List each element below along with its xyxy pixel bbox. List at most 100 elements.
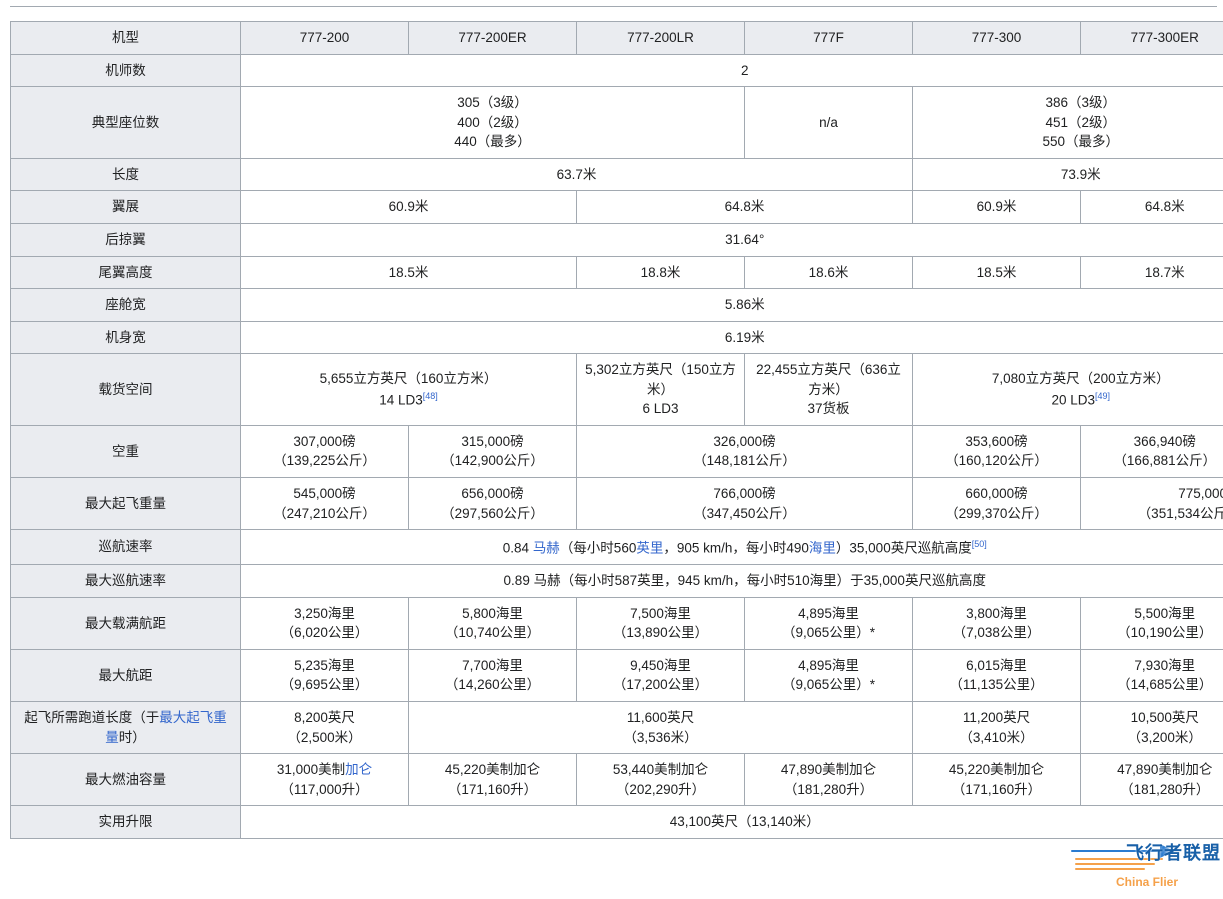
- fuel-200lr-l1: 53,440美制加仑: [613, 762, 708, 777]
- fuel-200lr-l2: （202,290升）: [616, 782, 705, 797]
- rw-200-l1: 8,200英尺: [294, 710, 355, 725]
- rf-300-l2: （7,038公里）: [953, 625, 1041, 640]
- ref-48[interactable]: [48]: [423, 390, 438, 402]
- aircraft-spec-table: 机型 777-200 777-200ER 777-200LR 777F 777-…: [10, 21, 1223, 839]
- val-runway-200: 8,200英尺（2,500米）: [241, 702, 409, 754]
- row-max-cruise: 最大巡航速率 0.89 马赫（每小时587英里，945 km/h，每小时510海…: [11, 565, 1223, 598]
- empty-200-l2: （139,225公斤）: [273, 453, 376, 468]
- rm-777f-l1: 4,895海里: [798, 658, 859, 673]
- val-empty-200er: 315,000磅 （142,900公斤）: [409, 425, 577, 477]
- val-runway-300: 11,200英尺（3,410米）: [913, 702, 1081, 754]
- row-cruise: 巡航速率 0.84 马赫（每小时560英里，905 km/h，每小时490海里）…: [11, 530, 1223, 565]
- label-runway: 起飞所需跑道长度（于最大起飞重量时）: [11, 702, 241, 754]
- row-runway: 起飞所需跑道长度（于最大起飞重量时） 8,200英尺（2,500米） 11,60…: [11, 702, 1223, 754]
- val-tail-300: 18.5米: [913, 256, 1081, 289]
- cruise-mid2: ，905 km/h，每小时490: [663, 541, 809, 556]
- mtow-200er-l2: （297,560公斤）: [441, 506, 544, 521]
- rm-200-l1: 5,235海里: [294, 658, 355, 673]
- rw-300er-l2: （3,200米）: [1128, 730, 1202, 745]
- col-header-777-200: 777-200: [241, 22, 409, 55]
- link-mile[interactable]: 英里: [636, 541, 663, 556]
- label-ceiling: 实用升限: [11, 806, 241, 839]
- row-seats: 典型座位数 305（3级） 400（2级） 440（最多） n/a 386（3级…: [11, 87, 1223, 159]
- val-cargo-300group: 7,080立方英尺（200立方米） 20 LD3[49]: [913, 354, 1223, 426]
- val-length-300group: 73.9米: [913, 158, 1223, 191]
- ref-49[interactable]: [49]: [1095, 390, 1110, 402]
- row-empty-weight: 空重 307,000磅 （139,225公斤） 315,000磅 （142,90…: [11, 425, 1223, 477]
- row-fuel: 最大燃油容量 31,000美制加仑 （117,000升） 45,220美制加仑（…: [11, 754, 1223, 806]
- rf-200er-l2: （10,740公里）: [445, 625, 540, 640]
- rw-mid-l2: （3,536米）: [623, 730, 697, 745]
- rm-300-l1: 6,015海里: [966, 658, 1027, 673]
- ref-50-link[interactable]: [50]: [972, 539, 987, 549]
- val-wingspan-300: 60.9米: [913, 191, 1081, 224]
- empty-300-l1: 353,600磅: [965, 434, 1027, 449]
- empty-200lr777f-l1: 326,000磅: [713, 434, 775, 449]
- cargo-777f-l2: 37货板: [807, 401, 849, 416]
- val-fuel-200er: 45,220美制加仑（171,160升）: [409, 754, 577, 806]
- col-header-777-300: 777-300: [913, 22, 1081, 55]
- ref-50[interactable]: [50]: [972, 538, 987, 550]
- link-gallon[interactable]: 加仑: [345, 762, 372, 777]
- mtow-200lr777f-l1: 766,000磅: [713, 486, 775, 501]
- ref-48-link[interactable]: [48]: [423, 391, 438, 401]
- val-rangemax-300: 6,015海里 （11,135公里）: [913, 649, 1081, 701]
- row-cabin-width: 座舱宽 5.86米: [11, 289, 1223, 322]
- rm-200lr-l1: 9,450海里: [630, 658, 691, 673]
- rm-200er-l1: 7,700海里: [462, 658, 523, 673]
- rm-200-l2: （9,695公里）: [281, 677, 369, 692]
- ref-49-link[interactable]: [49]: [1095, 391, 1110, 401]
- rf-200lr-l2: （13,890公里）: [613, 625, 708, 640]
- cargo-300-l1: 7,080立方英尺（200立方米）: [992, 371, 1170, 386]
- cruise-mid3: ）35,000英尺巡航高度: [836, 541, 972, 556]
- empty-300er-l1: 366,940磅: [1134, 434, 1196, 449]
- link-nmi[interactable]: 海里: [809, 541, 836, 556]
- row-wingspan: 翼展 60.9米 64.8米 60.9米 64.8米: [11, 191, 1223, 224]
- val-cargo-200lr: 5,302立方英尺（150立方米） 6 LD3: [577, 354, 745, 426]
- row-range-max: 最大航距 5,235海里（9,695公里） 7,700海里（14,260公里） …: [11, 649, 1223, 701]
- val-tail-200-200er: 18.5米: [241, 256, 577, 289]
- val-rangemax-200er: 7,700海里（14,260公里）: [409, 649, 577, 701]
- label-crew: 机师数: [11, 54, 241, 87]
- row-ceiling: 实用升限 43,100英尺（13,140米）: [11, 806, 1223, 839]
- seats-300-l3: 550（最多）: [1042, 134, 1119, 149]
- val-empty-300: 353,600磅 （160,120公斤）: [913, 425, 1081, 477]
- watermark-en: China Flier: [1116, 874, 1178, 891]
- mtow-300er-l2: （351,534公斤）: [1138, 506, 1223, 521]
- col-header-777-200lr: 777-200LR: [577, 22, 745, 55]
- col-header-777-200er: 777-200ER: [409, 22, 577, 55]
- runway-label-pre: 起飞所需跑道长度（于: [24, 710, 159, 725]
- link-mach[interactable]: 马赫: [533, 541, 560, 556]
- fuel-300-l2: （171,160升）: [952, 782, 1041, 797]
- val-cargo-200-200er: 5,655立方英尺（160立方米） 14 LD3[48]: [241, 354, 577, 426]
- row-range-full: 最大载满航距 3,250海里（6,020公里） 5,800海里（10,740公里…: [11, 597, 1223, 649]
- fuel-200-pre: 31,000美制: [277, 762, 345, 777]
- label-fuselage-width: 机身宽: [11, 321, 241, 354]
- seats-200-l1: 305（3级）: [457, 95, 528, 110]
- rm-300-l2: （11,135公里）: [949, 677, 1043, 692]
- val-rangefull-200er: 5,800海里（10,740公里）: [409, 597, 577, 649]
- row-crew: 机师数 2: [11, 54, 1223, 87]
- cargo-300-l2: 20 LD3: [1051, 393, 1095, 408]
- label-cabin-width: 座舱宽: [11, 289, 241, 322]
- val-runway-mid: 11,600英尺（3,536米）: [409, 702, 913, 754]
- val-mtow-300: 660,000磅 （299,370公斤）: [913, 478, 1081, 530]
- val-empty-300er: 366,940磅 （166,881公斤）: [1081, 425, 1223, 477]
- val-rangefull-300: 3,800海里（7,038公里）: [913, 597, 1081, 649]
- empty-300-l2: （160,120公斤）: [945, 453, 1048, 468]
- col-header-777f: 777F: [745, 22, 913, 55]
- empty-200-l1: 307,000磅: [293, 434, 355, 449]
- cargo-200-l2: 14 LD3: [379, 393, 423, 408]
- fuel-300er-l2: （181,280升）: [1120, 782, 1209, 797]
- val-cruise-all: 0.84 马赫（每小时560英里，905 km/h，每小时490海里）35,00…: [241, 530, 1223, 565]
- cargo-200-l1: 5,655立方英尺（160立方米）: [320, 371, 498, 386]
- label-fuel: 最大燃油容量: [11, 754, 241, 806]
- val-rangefull-300er: 5,500海里（10,190公里）: [1081, 597, 1223, 649]
- seats-300-l1: 386（3级）: [1045, 95, 1116, 110]
- val-fuel-300er: 47,890美制加仑（181,280升）: [1081, 754, 1223, 806]
- cargo-777f-l1: 22,455立方英尺（636立方米）: [756, 362, 901, 397]
- val-mtow-200: 545,000磅 （247,210公斤）: [241, 478, 409, 530]
- rw-300-l2: （3,410米）: [959, 730, 1033, 745]
- cargo-200lr-l1: 5,302立方英尺（150立方米）: [585, 362, 736, 397]
- table-header-row: 机型 777-200 777-200ER 777-200LR 777F 777-…: [11, 22, 1223, 55]
